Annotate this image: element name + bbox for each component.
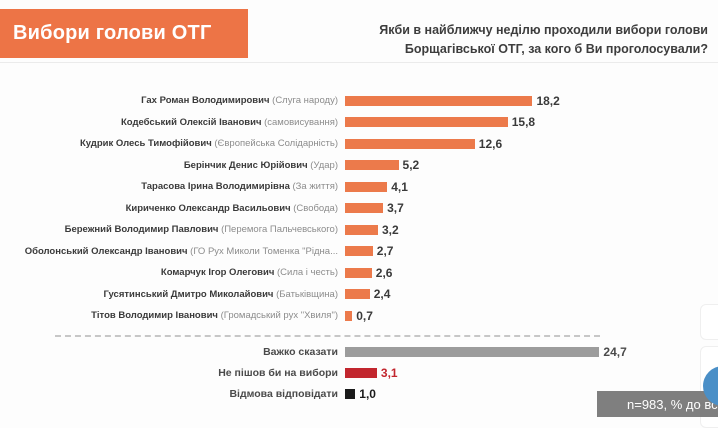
- bar: [345, 388, 356, 399]
- bar-value: 3,7: [387, 201, 404, 216]
- bar-value: 2,6: [375, 265, 393, 280]
- floating-action-button[interactable]: [703, 366, 718, 406]
- candidate-party: (Удар): [310, 159, 338, 171]
- candidate-party: (Європейська Солідарність): [214, 138, 338, 150]
- candidate-row: Гусятинський Дмитро Миколайович (Батьків…: [0, 284, 718, 306]
- candidate-row: Комарчук Ігор Олегович (Сила і честь) 2,6: [0, 262, 718, 284]
- bar: [345, 224, 378, 235]
- survey-question: Якби в найближчу неділю проходили вибори…: [379, 23, 708, 56]
- bar: [345, 138, 475, 149]
- candidate-party: (Батьківщина): [276, 288, 338, 300]
- row-label: Берінчик Денис Юрійович (Удар): [0, 160, 338, 171]
- candidate-party: (За життя): [292, 181, 339, 193]
- candidate-row: Оболонський Олександр Іванович (ГО Рух М…: [0, 241, 718, 263]
- row-label: Гах Роман Володимирович (Слуга народу): [0, 95, 338, 106]
- bar-value: 0,7: [356, 308, 373, 323]
- row-label: Бережний Володимир Павлович (Перемога Па…: [0, 224, 338, 235]
- candidate-row: Тарасова Ірина Володимирівна (За життя) 4…: [0, 176, 718, 198]
- row-label: Оболонський Олександр Іванович (ГО Рух М…: [0, 246, 338, 257]
- header-divider: [0, 62, 718, 63]
- candidate-name: Кодебський Олексій Іванович: [121, 116, 262, 128]
- candidate-row: Тітов Володимир Іванович (Громадський ру…: [0, 305, 718, 327]
- bar-value: 15,8: [511, 115, 536, 130]
- non-answer-row: Не пішов би на вибори 3,1: [0, 363, 718, 384]
- bar-value: 18,2: [536, 93, 560, 108]
- candidate-row: Берінчик Денис Юрійович (Удар) 5,2: [0, 155, 718, 177]
- bar: [345, 95, 533, 106]
- non-answer-label: Не пішов би на вибори: [218, 367, 338, 380]
- row-label: Кодебський Олексій Іванович (самовисуван…: [0, 117, 338, 128]
- row-label: Не пішов би на вибори: [0, 367, 338, 379]
- candidate-party: (Свобода): [293, 202, 338, 214]
- bar: [345, 347, 600, 358]
- candidate-name: Тітов Володимир Іванович: [91, 310, 218, 322]
- candidate-name: Тарасова Ірина Володимирівна: [141, 181, 290, 193]
- row-label: Відмова відповідати: [0, 388, 338, 400]
- bar: [345, 160, 399, 171]
- candidate-name: Берінчик Денис Юрійович: [183, 159, 308, 171]
- bar-value: 24,7: [603, 345, 627, 360]
- candidate-row: Гах Роман Володимирович (Слуга народу) 18…: [0, 90, 718, 112]
- candidate-row: Кудрик Олесь Тимофійович (Європейська Со…: [0, 133, 718, 155]
- bar-value: 4,1: [391, 179, 408, 194]
- bar: [345, 181, 388, 192]
- candidate-party: (Перемога Пальчевського): [221, 224, 338, 236]
- bar-value: 12,6: [478, 136, 503, 151]
- candidate-name: Гусятинський Дмитро Миколайович: [103, 288, 274, 300]
- candidate-name: Гах Роман Володимирович: [141, 95, 270, 107]
- candidate-party: (ГО Рух Миколи Томенка "Рідна...: [190, 245, 338, 257]
- row-label: Кудрик Олесь Тимофійович (Європейська Со…: [0, 138, 338, 149]
- row-label: Гусятинський Дмитро Миколайович (Батьків…: [0, 289, 338, 300]
- bar-value: 5,2: [402, 158, 420, 173]
- non-answer-bar-list: Важко сказати 24,7 Не пішов би на вибори 3,…: [0, 342, 718, 404]
- side-card: [700, 304, 718, 340]
- sample-size-note: n=983, % до всіх: [597, 391, 718, 417]
- non-answer-row: Важко сказати 24,7: [0, 342, 718, 363]
- candidate-bar-list: Гах Роман Володимирович (Слуга народу) 18…: [0, 90, 718, 327]
- non-answer-row: Відмова відповідати 1,0: [0, 384, 718, 405]
- title-banner: Вибори голови ОТГ: [0, 9, 248, 58]
- bar: [345, 310, 353, 321]
- candidate-party: (Сила і честь): [277, 267, 338, 279]
- candidate-name: Кудрик Олесь Тимофійович: [79, 138, 212, 150]
- non-answer-label: Відмова відповідати: [229, 387, 338, 400]
- candidate-name: Бережний Володимир Павлович: [64, 224, 219, 236]
- row-label: Тітов Володимир Іванович (Громадський ру…: [0, 310, 338, 321]
- bar: [345, 203, 384, 214]
- bar-value: 3,2: [381, 222, 399, 237]
- bar-value: 2,4: [373, 287, 391, 302]
- sample-size-text: n=983, % до всіх: [627, 396, 718, 412]
- bar-value: 1,0: [359, 386, 376, 401]
- candidate-party: (Слуга народу): [272, 95, 338, 107]
- candidate-name: Оболонський Олександр Іванович: [24, 245, 188, 257]
- bar: [345, 267, 372, 278]
- dashed-separator: [55, 335, 600, 337]
- candidate-row: Бережний Володимир Павлович (Перемога Па…: [0, 219, 718, 241]
- candidate-name: Комарчук Ігор Олегович: [160, 267, 275, 279]
- row-label: Важко сказати: [0, 346, 338, 358]
- candidate-row: Кириченко Олександр Васильович (Свобода)…: [0, 198, 718, 220]
- bar: [345, 246, 373, 257]
- bar: [345, 368, 377, 379]
- row-label: Кириченко Олександр Васильович (Свобода): [0, 203, 338, 214]
- bar: [345, 117, 508, 128]
- bar: [345, 289, 370, 300]
- candidate-row: Кодебський Олексій Іванович (самовисуван…: [0, 112, 718, 134]
- candidate-party: (самовисування): [264, 116, 338, 128]
- bar-value: 3,1: [380, 366, 398, 381]
- slide-canvas: { "header": { "title": "Вибори голови ОТ…: [0, 9, 718, 428]
- page-title: Вибори голови ОТГ: [13, 22, 212, 44]
- non-answer-label: Важко сказати: [263, 346, 338, 359]
- bar-value: 2,7: [376, 244, 394, 259]
- row-label: Комарчук Ігор Олегович (Сила і честь): [0, 267, 338, 278]
- candidate-party: (Громадський рух "Хвиля"): [220, 310, 338, 322]
- candidate-name: Кириченко Олександр Васильович: [125, 202, 291, 214]
- row-label: Тарасова Ірина Володимирівна (За життя): [0, 181, 338, 192]
